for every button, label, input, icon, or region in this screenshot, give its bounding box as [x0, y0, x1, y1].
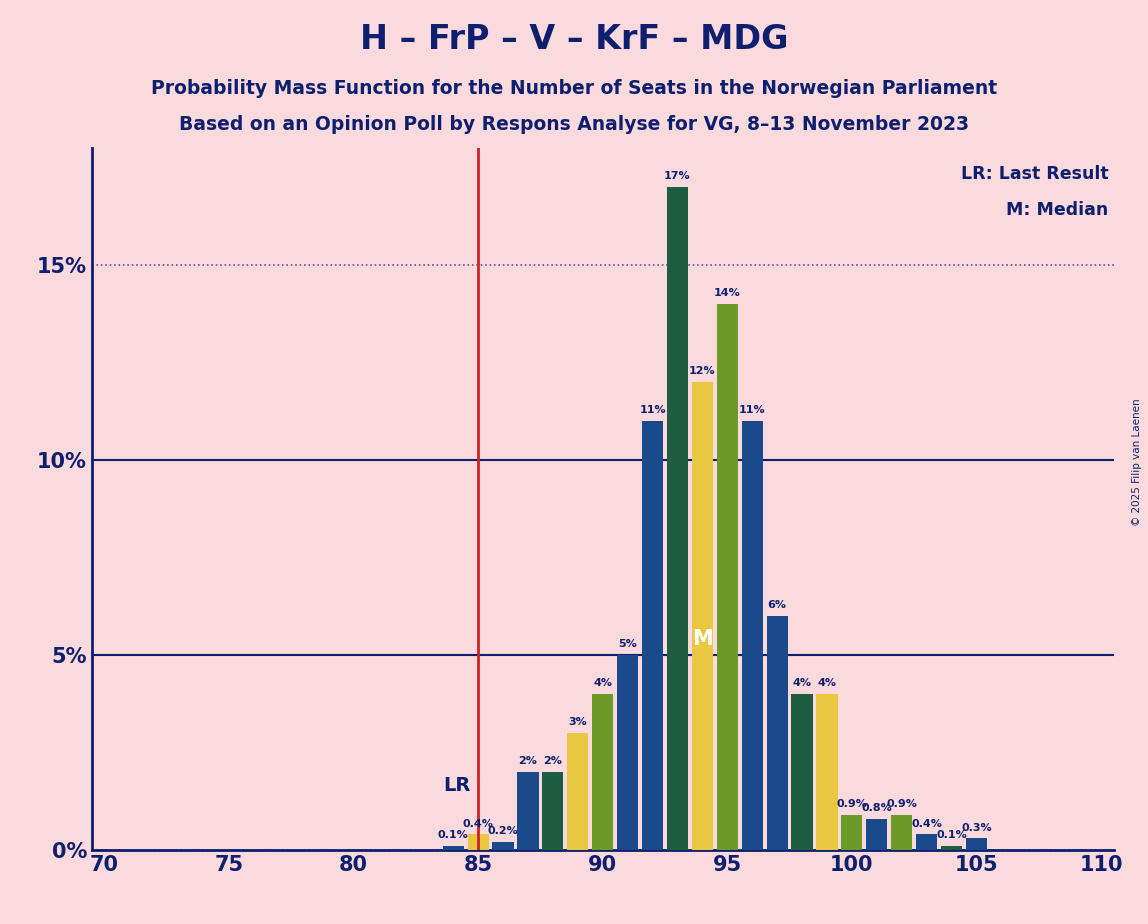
Text: 4%: 4% — [792, 678, 812, 688]
Text: LR: Last Result: LR: Last Result — [961, 165, 1109, 183]
Bar — [965, 838, 987, 850]
Text: 0.4%: 0.4% — [912, 819, 943, 829]
Text: M: Median: M: Median — [1006, 201, 1109, 218]
Bar — [542, 772, 564, 850]
Text: 0.1%: 0.1% — [437, 831, 468, 840]
Text: 0.4%: 0.4% — [463, 819, 494, 829]
Text: 0.8%: 0.8% — [861, 803, 892, 813]
Text: 14%: 14% — [714, 288, 740, 298]
Bar — [592, 694, 613, 850]
Text: 12%: 12% — [689, 366, 715, 376]
Text: M: M — [692, 629, 713, 650]
Bar — [941, 846, 962, 850]
Text: 17%: 17% — [665, 171, 691, 181]
Bar — [767, 616, 788, 850]
Text: © 2025 Filip van Laenen: © 2025 Filip van Laenen — [1132, 398, 1142, 526]
Text: 2%: 2% — [543, 756, 563, 766]
Bar — [716, 304, 738, 850]
Text: H – FrP – V – KrF – MDG: H – FrP – V – KrF – MDG — [359, 23, 789, 56]
Text: 3%: 3% — [568, 717, 587, 727]
Text: 11%: 11% — [739, 405, 766, 415]
Bar — [841, 815, 862, 850]
Bar — [816, 694, 838, 850]
Bar — [467, 834, 489, 850]
Text: 4%: 4% — [594, 678, 612, 688]
Bar — [518, 772, 538, 850]
Text: 0.3%: 0.3% — [961, 822, 992, 833]
Bar — [667, 187, 688, 850]
Bar — [791, 694, 813, 850]
Bar — [567, 733, 589, 850]
Text: LR: LR — [443, 776, 471, 795]
Text: 11%: 11% — [639, 405, 666, 415]
Bar — [692, 382, 713, 850]
Text: 0.9%: 0.9% — [837, 799, 868, 809]
Bar — [867, 819, 887, 850]
Text: 4%: 4% — [817, 678, 837, 688]
Bar — [492, 843, 513, 850]
Bar — [443, 846, 464, 850]
Text: 6%: 6% — [768, 601, 786, 610]
Text: 0.1%: 0.1% — [937, 831, 967, 840]
Text: Based on an Opinion Poll by Respons Analyse for VG, 8–13 November 2023: Based on an Opinion Poll by Respons Anal… — [179, 116, 969, 135]
Bar — [916, 834, 937, 850]
Bar — [616, 655, 638, 850]
Text: Probability Mass Function for the Number of Seats in the Norwegian Parliament: Probability Mass Function for the Number… — [150, 79, 998, 98]
Text: 5%: 5% — [619, 639, 637, 650]
Text: 2%: 2% — [519, 756, 537, 766]
Text: 0.9%: 0.9% — [886, 799, 917, 809]
Bar — [642, 421, 664, 850]
Bar — [742, 421, 762, 850]
Bar — [891, 815, 913, 850]
Text: 0.2%: 0.2% — [488, 826, 519, 836]
